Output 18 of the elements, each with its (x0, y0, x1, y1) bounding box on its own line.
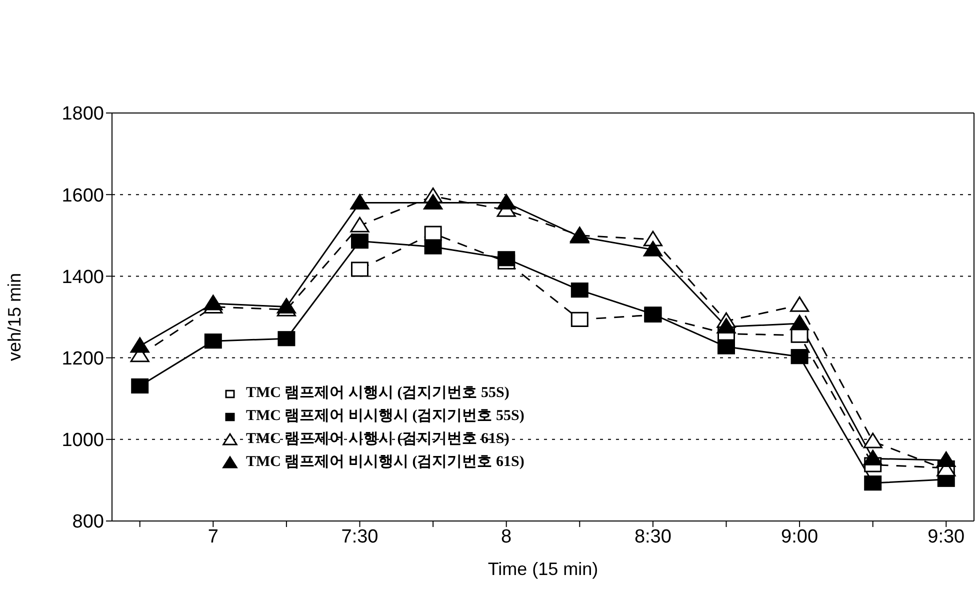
y-tick-label: 1200 (62, 348, 104, 370)
x-tick-label: 8:30 (634, 526, 672, 548)
x-axis-title: Time (15 min) (488, 559, 598, 579)
y-tick-label: 800 (72, 512, 104, 533)
legend-label: TMC 램프제어 시행시 (검지기번호 55S) (246, 384, 510, 403)
legend-label: TMC 램프제어 비시행시 (검지기번호 55S) (246, 407, 524, 426)
legend-label: TMC 램프제어 시행시 (검지기번호 61S) (246, 430, 510, 449)
x-tick-label: 9:30 (928, 526, 965, 548)
legend-label: TMC 램프제어 비시행시 (검지기번호 61S) (246, 453, 524, 472)
x-tick-label: 8 (501, 526, 512, 548)
y-tick-label: 1800 (62, 104, 104, 125)
x-tick-label: 9:00 (781, 526, 818, 548)
y-axis-title: veh/15 min (4, 272, 24, 362)
y-tick-label: 1600 (62, 185, 104, 206)
y-tick-label: 1400 (62, 266, 104, 288)
y-tick-label: 1000 (62, 430, 104, 452)
x-tick-label: 7 (208, 526, 218, 548)
x-tick-label: 7:30 (341, 526, 378, 548)
